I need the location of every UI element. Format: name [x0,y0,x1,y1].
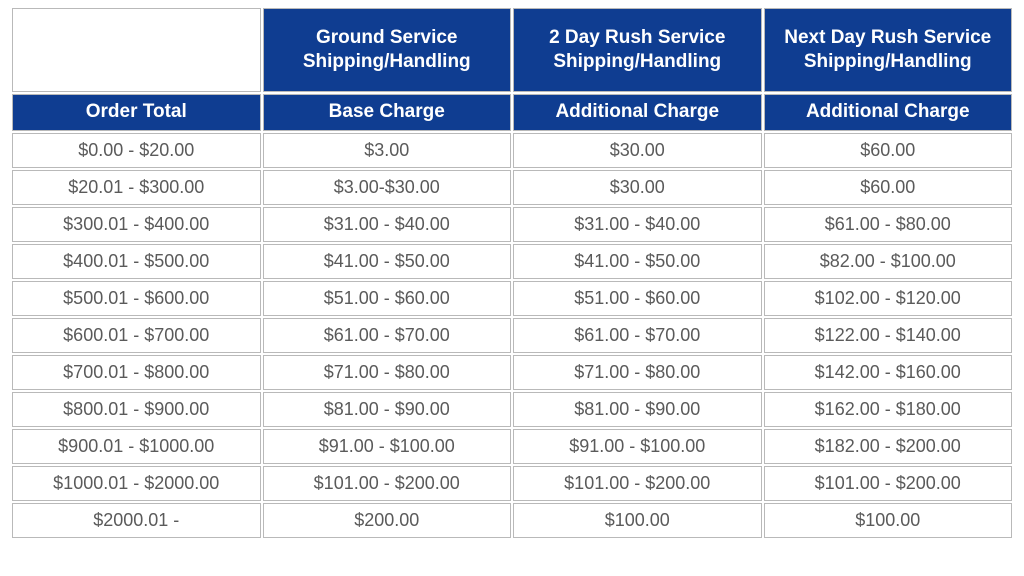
shipping-rate-table: Ground Service Shipping/Handling 2 Day R… [10,6,1014,540]
table-row: $20.01 - $300.00 $3.00-$30.00 $30.00 $60… [12,170,1012,205]
table-row: $800.01 - $900.00 $81.00 - $90.00 $81.00… [12,392,1012,427]
cell-order-total: $500.01 - $600.00 [12,281,261,316]
table-row: $0.00 - $20.00 $3.00 $30.00 $60.00 [12,133,1012,168]
cell-nextday-charge: $122.00 - $140.00 [764,318,1013,353]
cell-2day-charge: $30.00 [513,133,762,168]
cell-base-charge: $41.00 - $50.00 [263,244,512,279]
cell-order-total: $900.01 - $1000.00 [12,429,261,464]
cell-2day-charge: $30.00 [513,170,762,205]
cell-2day-charge: $41.00 - $50.00 [513,244,762,279]
table-row: $300.01 - $400.00 $31.00 - $40.00 $31.00… [12,207,1012,242]
subheader-additional-charge-nextday: Additional Charge [764,94,1013,131]
cell-base-charge: $3.00 [263,133,512,168]
cell-order-total: $600.01 - $700.00 [12,318,261,353]
subheader-order-total: Order Total [12,94,261,131]
cell-base-charge: $81.00 - $90.00 [263,392,512,427]
cell-base-charge: $200.00 [263,503,512,538]
cell-order-total: $700.01 - $800.00 [12,355,261,390]
cell-nextday-charge: $182.00 - $200.00 [764,429,1013,464]
cell-nextday-charge: $61.00 - $80.00 [764,207,1013,242]
cell-nextday-charge: $100.00 [764,503,1013,538]
cell-order-total: $800.01 - $900.00 [12,392,261,427]
table-row: $900.01 - $1000.00 $91.00 - $100.00 $91.… [12,429,1012,464]
cell-2day-charge: $31.00 - $40.00 [513,207,762,242]
cell-base-charge: $101.00 - $200.00 [263,466,512,501]
cell-nextday-charge: $82.00 - $100.00 [764,244,1013,279]
header-blank [12,8,261,92]
cell-nextday-charge: $101.00 - $200.00 [764,466,1013,501]
table-row: $2000.01 - $200.00 $100.00 $100.00 [12,503,1012,538]
cell-nextday-charge: $162.00 - $180.00 [764,392,1013,427]
cell-order-total: $400.01 - $500.00 [12,244,261,279]
cell-order-total: $0.00 - $20.00 [12,133,261,168]
cell-2day-charge: $51.00 - $60.00 [513,281,762,316]
cell-base-charge: $71.00 - $80.00 [263,355,512,390]
table-header-row-sub: Order Total Base Charge Additional Charg… [12,94,1012,131]
table-header-row-top: Ground Service Shipping/Handling 2 Day R… [12,8,1012,92]
cell-base-charge: $31.00 - $40.00 [263,207,512,242]
table-row: $500.01 - $600.00 $51.00 - $60.00 $51.00… [12,281,1012,316]
cell-2day-charge: $71.00 - $80.00 [513,355,762,390]
header-2day-rush: 2 Day Rush Service Shipping/Handling [513,8,762,92]
cell-nextday-charge: $142.00 - $160.00 [764,355,1013,390]
table-row: $700.01 - $800.00 $71.00 - $80.00 $71.00… [12,355,1012,390]
cell-2day-charge: $100.00 [513,503,762,538]
cell-nextday-charge: $60.00 [764,170,1013,205]
header-ground-service: Ground Service Shipping/Handling [263,8,512,92]
header-nextday-rush: Next Day Rush Service Shipping/Handling [764,8,1013,92]
table-row: $400.01 - $500.00 $41.00 - $50.00 $41.00… [12,244,1012,279]
cell-base-charge: $51.00 - $60.00 [263,281,512,316]
cell-nextday-charge: $60.00 [764,133,1013,168]
cell-base-charge: $91.00 - $100.00 [263,429,512,464]
cell-2day-charge: $61.00 - $70.00 [513,318,762,353]
cell-base-charge: $61.00 - $70.00 [263,318,512,353]
table-row: $600.01 - $700.00 $61.00 - $70.00 $61.00… [12,318,1012,353]
cell-nextday-charge: $102.00 - $120.00 [764,281,1013,316]
table-body: $0.00 - $20.00 $3.00 $30.00 $60.00 $20.0… [12,133,1012,538]
cell-order-total: $1000.01 - $2000.00 [12,466,261,501]
subheader-base-charge: Base Charge [263,94,512,131]
table-row: $1000.01 - $2000.00 $101.00 - $200.00 $1… [12,466,1012,501]
cell-order-total: $20.01 - $300.00 [12,170,261,205]
cell-order-total: $2000.01 - [12,503,261,538]
cell-2day-charge: $101.00 - $200.00 [513,466,762,501]
cell-order-total: $300.01 - $400.00 [12,207,261,242]
shipping-rate-table-container: Ground Service Shipping/Handling 2 Day R… [0,0,1024,546]
cell-2day-charge: $81.00 - $90.00 [513,392,762,427]
cell-2day-charge: $91.00 - $100.00 [513,429,762,464]
cell-base-charge: $3.00-$30.00 [263,170,512,205]
subheader-additional-charge-2day: Additional Charge [513,94,762,131]
